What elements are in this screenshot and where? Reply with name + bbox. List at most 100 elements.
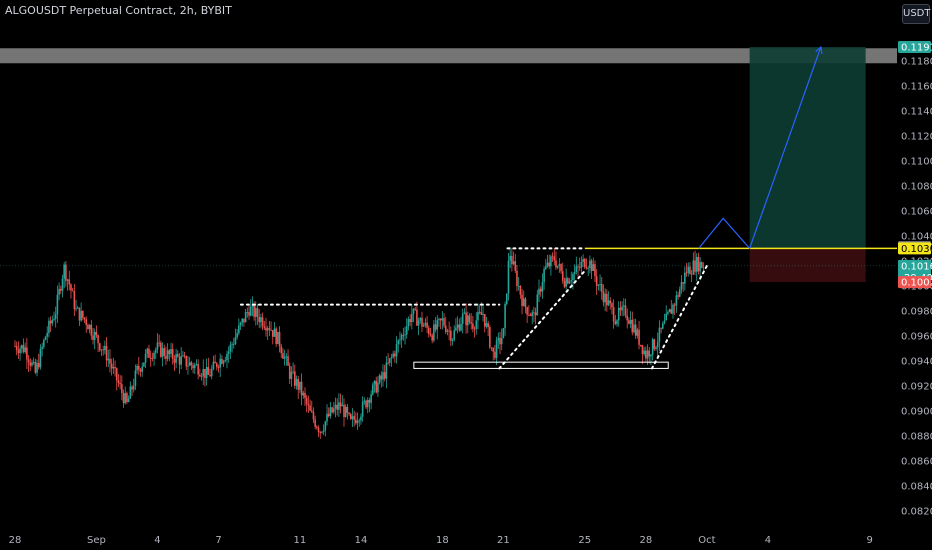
candle-body xyxy=(528,314,530,316)
candle-body xyxy=(246,311,249,313)
candle-body xyxy=(266,328,269,331)
candle-body xyxy=(668,309,671,313)
candle-body xyxy=(519,285,522,295)
candle-body xyxy=(680,282,683,290)
candle-body xyxy=(604,293,606,303)
candle-body xyxy=(361,401,364,417)
candle-body xyxy=(690,274,693,275)
candle-body xyxy=(82,310,84,318)
candle-body xyxy=(236,333,238,338)
currency-unit-button[interactable]: USDT xyxy=(902,4,930,24)
candle-body xyxy=(243,318,245,323)
candle-body xyxy=(83,317,86,320)
candle-body xyxy=(175,354,177,363)
candle-body xyxy=(232,343,235,345)
candle-body xyxy=(309,405,311,411)
candle-body xyxy=(351,416,354,419)
candle-body xyxy=(17,350,20,354)
candle-body xyxy=(39,348,42,368)
candle-body xyxy=(260,317,262,323)
candle-body xyxy=(136,365,138,371)
candle-body xyxy=(675,295,678,306)
candle-body xyxy=(639,344,642,346)
long-position-target-zone[interactable] xyxy=(749,47,866,249)
time-tick-label: 9 xyxy=(867,535,873,546)
zone-layer xyxy=(0,47,897,283)
candle-body xyxy=(202,368,205,377)
candle-body xyxy=(36,363,38,373)
candle-body xyxy=(619,307,622,311)
time-axis[interactable]: 28 Sep 4 7 11 14 18 21 25 28 Oct 4 9 xyxy=(9,535,873,546)
chart-title: ALGOUSDT Perpetual Contract, 2h, BYBIT xyxy=(5,4,232,17)
candle-body xyxy=(436,319,439,330)
candle-body xyxy=(85,319,88,325)
candle-body xyxy=(468,315,471,322)
candle-body xyxy=(670,309,673,314)
candle-body xyxy=(173,359,176,363)
candle-body xyxy=(701,262,703,268)
candle-body xyxy=(165,355,167,359)
candle-body xyxy=(697,256,700,272)
candle-body xyxy=(585,267,588,269)
projection-path[interactable] xyxy=(698,46,822,250)
support-box[interactable] xyxy=(413,361,669,369)
candle-body xyxy=(146,348,149,354)
candle-body xyxy=(409,319,411,323)
long-position-stop-zone[interactable] xyxy=(749,248,866,283)
candle-body xyxy=(68,279,71,285)
candle-body xyxy=(183,355,186,357)
candle-body xyxy=(584,258,586,268)
candle-body xyxy=(465,312,467,326)
candle-body xyxy=(63,264,65,279)
candle-body xyxy=(307,404,310,406)
candle-body xyxy=(377,382,379,393)
candle-body xyxy=(71,290,74,292)
candle-body xyxy=(49,320,52,324)
candle-body xyxy=(453,330,456,340)
candle-body xyxy=(600,284,603,292)
candle-body xyxy=(475,320,478,329)
candle-body xyxy=(31,362,33,366)
candle-body xyxy=(663,320,666,324)
candle-body xyxy=(441,318,444,321)
projection-arrowhead xyxy=(815,45,823,55)
candle-body xyxy=(395,344,398,357)
candle-body xyxy=(672,304,674,314)
candle-body xyxy=(629,319,632,324)
candle-body xyxy=(551,256,554,258)
candle-body xyxy=(331,407,333,413)
candle-body xyxy=(195,364,198,365)
candle-body xyxy=(319,431,322,433)
candle-body xyxy=(207,367,210,375)
candles-layer xyxy=(14,247,705,439)
candle-body xyxy=(648,350,651,357)
candle-body xyxy=(538,288,540,295)
candle-body xyxy=(19,348,21,354)
dotted-trendline[interactable] xyxy=(650,264,708,370)
candle-body xyxy=(612,307,615,322)
candle-body xyxy=(380,375,383,380)
candle-body xyxy=(466,315,469,326)
candle-body xyxy=(695,256,698,272)
candle-body xyxy=(524,298,527,308)
candle-body xyxy=(375,380,378,393)
candle-body xyxy=(295,378,298,386)
candle-body xyxy=(53,319,55,320)
candle-body xyxy=(344,406,347,418)
candle-body xyxy=(316,426,318,429)
dotted-trendline[interactable] xyxy=(498,269,586,370)
candle-body xyxy=(494,351,496,358)
candle-body xyxy=(282,353,284,359)
candle-body xyxy=(105,345,108,361)
candle-body xyxy=(694,260,696,272)
candle-body xyxy=(87,324,89,330)
candle-body xyxy=(338,402,340,410)
candle-body xyxy=(682,282,684,284)
candle-body xyxy=(131,386,133,390)
candle-body xyxy=(685,272,688,274)
candle-body xyxy=(283,356,286,359)
